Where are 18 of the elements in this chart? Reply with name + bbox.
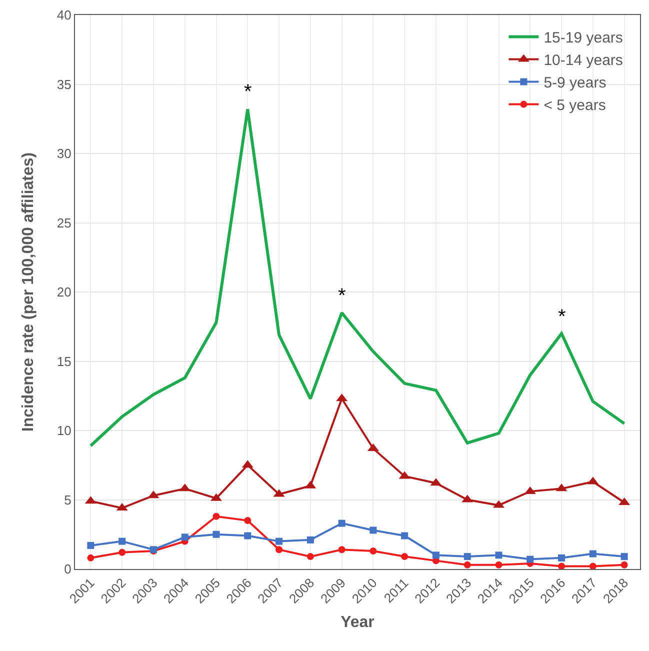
- y-axis-title: Incidence rate (per 100,000 affiliates): [20, 152, 37, 432]
- legend-label: 5-9 years: [544, 74, 606, 92]
- y-tick-label: 10: [56, 423, 72, 438]
- annotation: *: [558, 306, 566, 328]
- y-tick-label: 5: [64, 492, 72, 508]
- legend-label: 15-19 years: [544, 30, 623, 47]
- y-tick-label: 15: [56, 354, 72, 369]
- x-axis-title: Year: [340, 614, 374, 631]
- legend-label: < 5 years: [544, 97, 606, 114]
- annotation: *: [338, 285, 346, 307]
- y-tick-label: 20: [56, 284, 72, 300]
- y-tick-label: 25: [56, 215, 72, 230]
- y-tick-label: 40: [56, 8, 72, 23]
- y-tick-label: 0: [64, 562, 72, 577]
- annotation: *: [244, 81, 252, 103]
- y-tick-label: 35: [56, 76, 72, 92]
- y-tick-label: 30: [56, 146, 72, 162]
- legend-label: 10-14 years: [544, 52, 623, 70]
